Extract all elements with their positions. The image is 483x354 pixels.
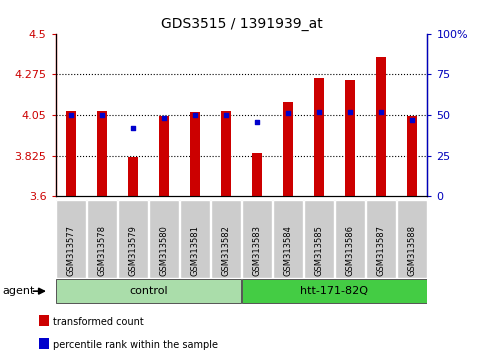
Text: GSM313586: GSM313586: [345, 225, 355, 276]
Bar: [87, 200, 117, 278]
Text: htt-171-82Q: htt-171-82Q: [300, 286, 369, 296]
Bar: [39, 338, 49, 349]
Bar: [56, 279, 241, 303]
Text: GSM313577: GSM313577: [67, 225, 75, 276]
Bar: [304, 200, 334, 278]
Point: [98, 112, 106, 118]
Point: [346, 109, 354, 115]
Bar: [242, 279, 427, 303]
Point: [408, 117, 416, 123]
Text: GSM313578: GSM313578: [98, 225, 107, 276]
Bar: [39, 315, 49, 326]
Text: GSM313579: GSM313579: [128, 225, 138, 276]
Text: agent: agent: [2, 286, 35, 296]
Bar: [190, 112, 200, 196]
Point: [253, 119, 261, 124]
Bar: [180, 200, 210, 278]
Bar: [335, 200, 365, 278]
Point: [222, 112, 230, 118]
Point: [377, 109, 385, 115]
Bar: [407, 116, 417, 196]
Bar: [376, 57, 386, 196]
Bar: [221, 110, 231, 196]
Point: [129, 125, 137, 131]
Bar: [118, 200, 148, 278]
Text: GSM313587: GSM313587: [376, 225, 385, 276]
Bar: [149, 200, 179, 278]
Bar: [344, 80, 355, 196]
Bar: [366, 200, 396, 278]
Title: GDS3515 / 1391939_at: GDS3515 / 1391939_at: [161, 17, 322, 31]
Point: [67, 112, 75, 118]
Bar: [252, 153, 262, 196]
Text: GSM313585: GSM313585: [314, 225, 324, 276]
Point: [191, 112, 199, 118]
Text: GSM313588: GSM313588: [408, 225, 416, 276]
Text: percentile rank within the sample: percentile rank within the sample: [53, 340, 218, 350]
Bar: [128, 157, 139, 196]
Bar: [273, 200, 303, 278]
Bar: [158, 116, 170, 196]
Text: control: control: [129, 286, 168, 296]
Text: GSM313583: GSM313583: [253, 225, 261, 276]
Point: [315, 109, 323, 115]
Bar: [242, 200, 272, 278]
Text: GSM313582: GSM313582: [222, 225, 230, 276]
Bar: [313, 78, 325, 196]
Text: GSM313584: GSM313584: [284, 225, 293, 276]
Bar: [56, 200, 86, 278]
Bar: [211, 200, 241, 278]
Text: GSM313581: GSM313581: [190, 225, 199, 276]
Bar: [97, 110, 107, 196]
Point: [284, 110, 292, 116]
Bar: [397, 200, 427, 278]
Text: GSM313580: GSM313580: [159, 225, 169, 276]
Text: transformed count: transformed count: [53, 317, 144, 327]
Point: [160, 115, 168, 121]
Bar: [283, 102, 293, 196]
Bar: [66, 110, 76, 196]
